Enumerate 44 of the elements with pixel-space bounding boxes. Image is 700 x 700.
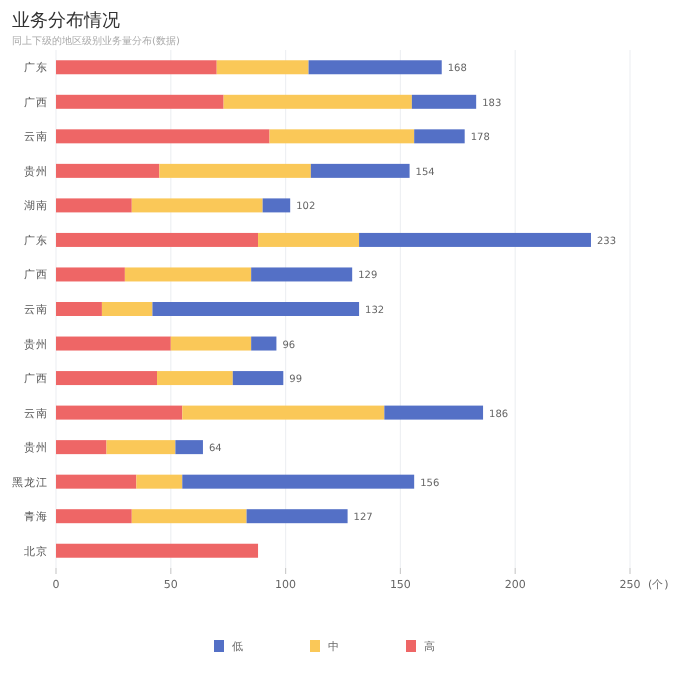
bar	[159, 163, 311, 178]
bar	[246, 509, 348, 524]
bar	[308, 60, 442, 75]
bar	[136, 474, 183, 489]
bar	[182, 474, 415, 489]
bar	[56, 94, 224, 109]
bar	[223, 94, 412, 109]
bar	[56, 60, 217, 75]
bar	[359, 232, 591, 247]
bar	[106, 440, 176, 455]
bar	[182, 405, 385, 420]
bar	[131, 509, 247, 524]
bar	[56, 543, 259, 558]
bar	[411, 94, 477, 109]
bar	[152, 302, 360, 316]
bar	[124, 267, 252, 282]
bar	[56, 474, 137, 489]
bar	[414, 129, 465, 144]
bar	[131, 198, 263, 213]
bar	[258, 232, 360, 247]
bar	[384, 405, 484, 420]
bar	[56, 232, 259, 247]
bar	[56, 405, 183, 420]
bar	[56, 129, 270, 144]
bar	[101, 302, 153, 316]
bar	[216, 60, 309, 75]
bar	[56, 198, 132, 213]
bar	[56, 267, 125, 282]
bar	[56, 509, 132, 524]
bar	[56, 440, 107, 455]
bar	[269, 129, 415, 144]
bar	[262, 198, 291, 213]
bar	[157, 371, 233, 386]
bar	[56, 336, 171, 351]
bar	[56, 302, 102, 316]
bar	[310, 163, 410, 178]
bar	[56, 163, 160, 178]
bar	[232, 371, 284, 386]
bar	[170, 336, 252, 351]
bar	[251, 336, 277, 351]
bar	[175, 440, 203, 455]
bar	[56, 371, 158, 386]
chart-title: 业务分布情况	[12, 10, 120, 32]
bar	[251, 267, 353, 282]
